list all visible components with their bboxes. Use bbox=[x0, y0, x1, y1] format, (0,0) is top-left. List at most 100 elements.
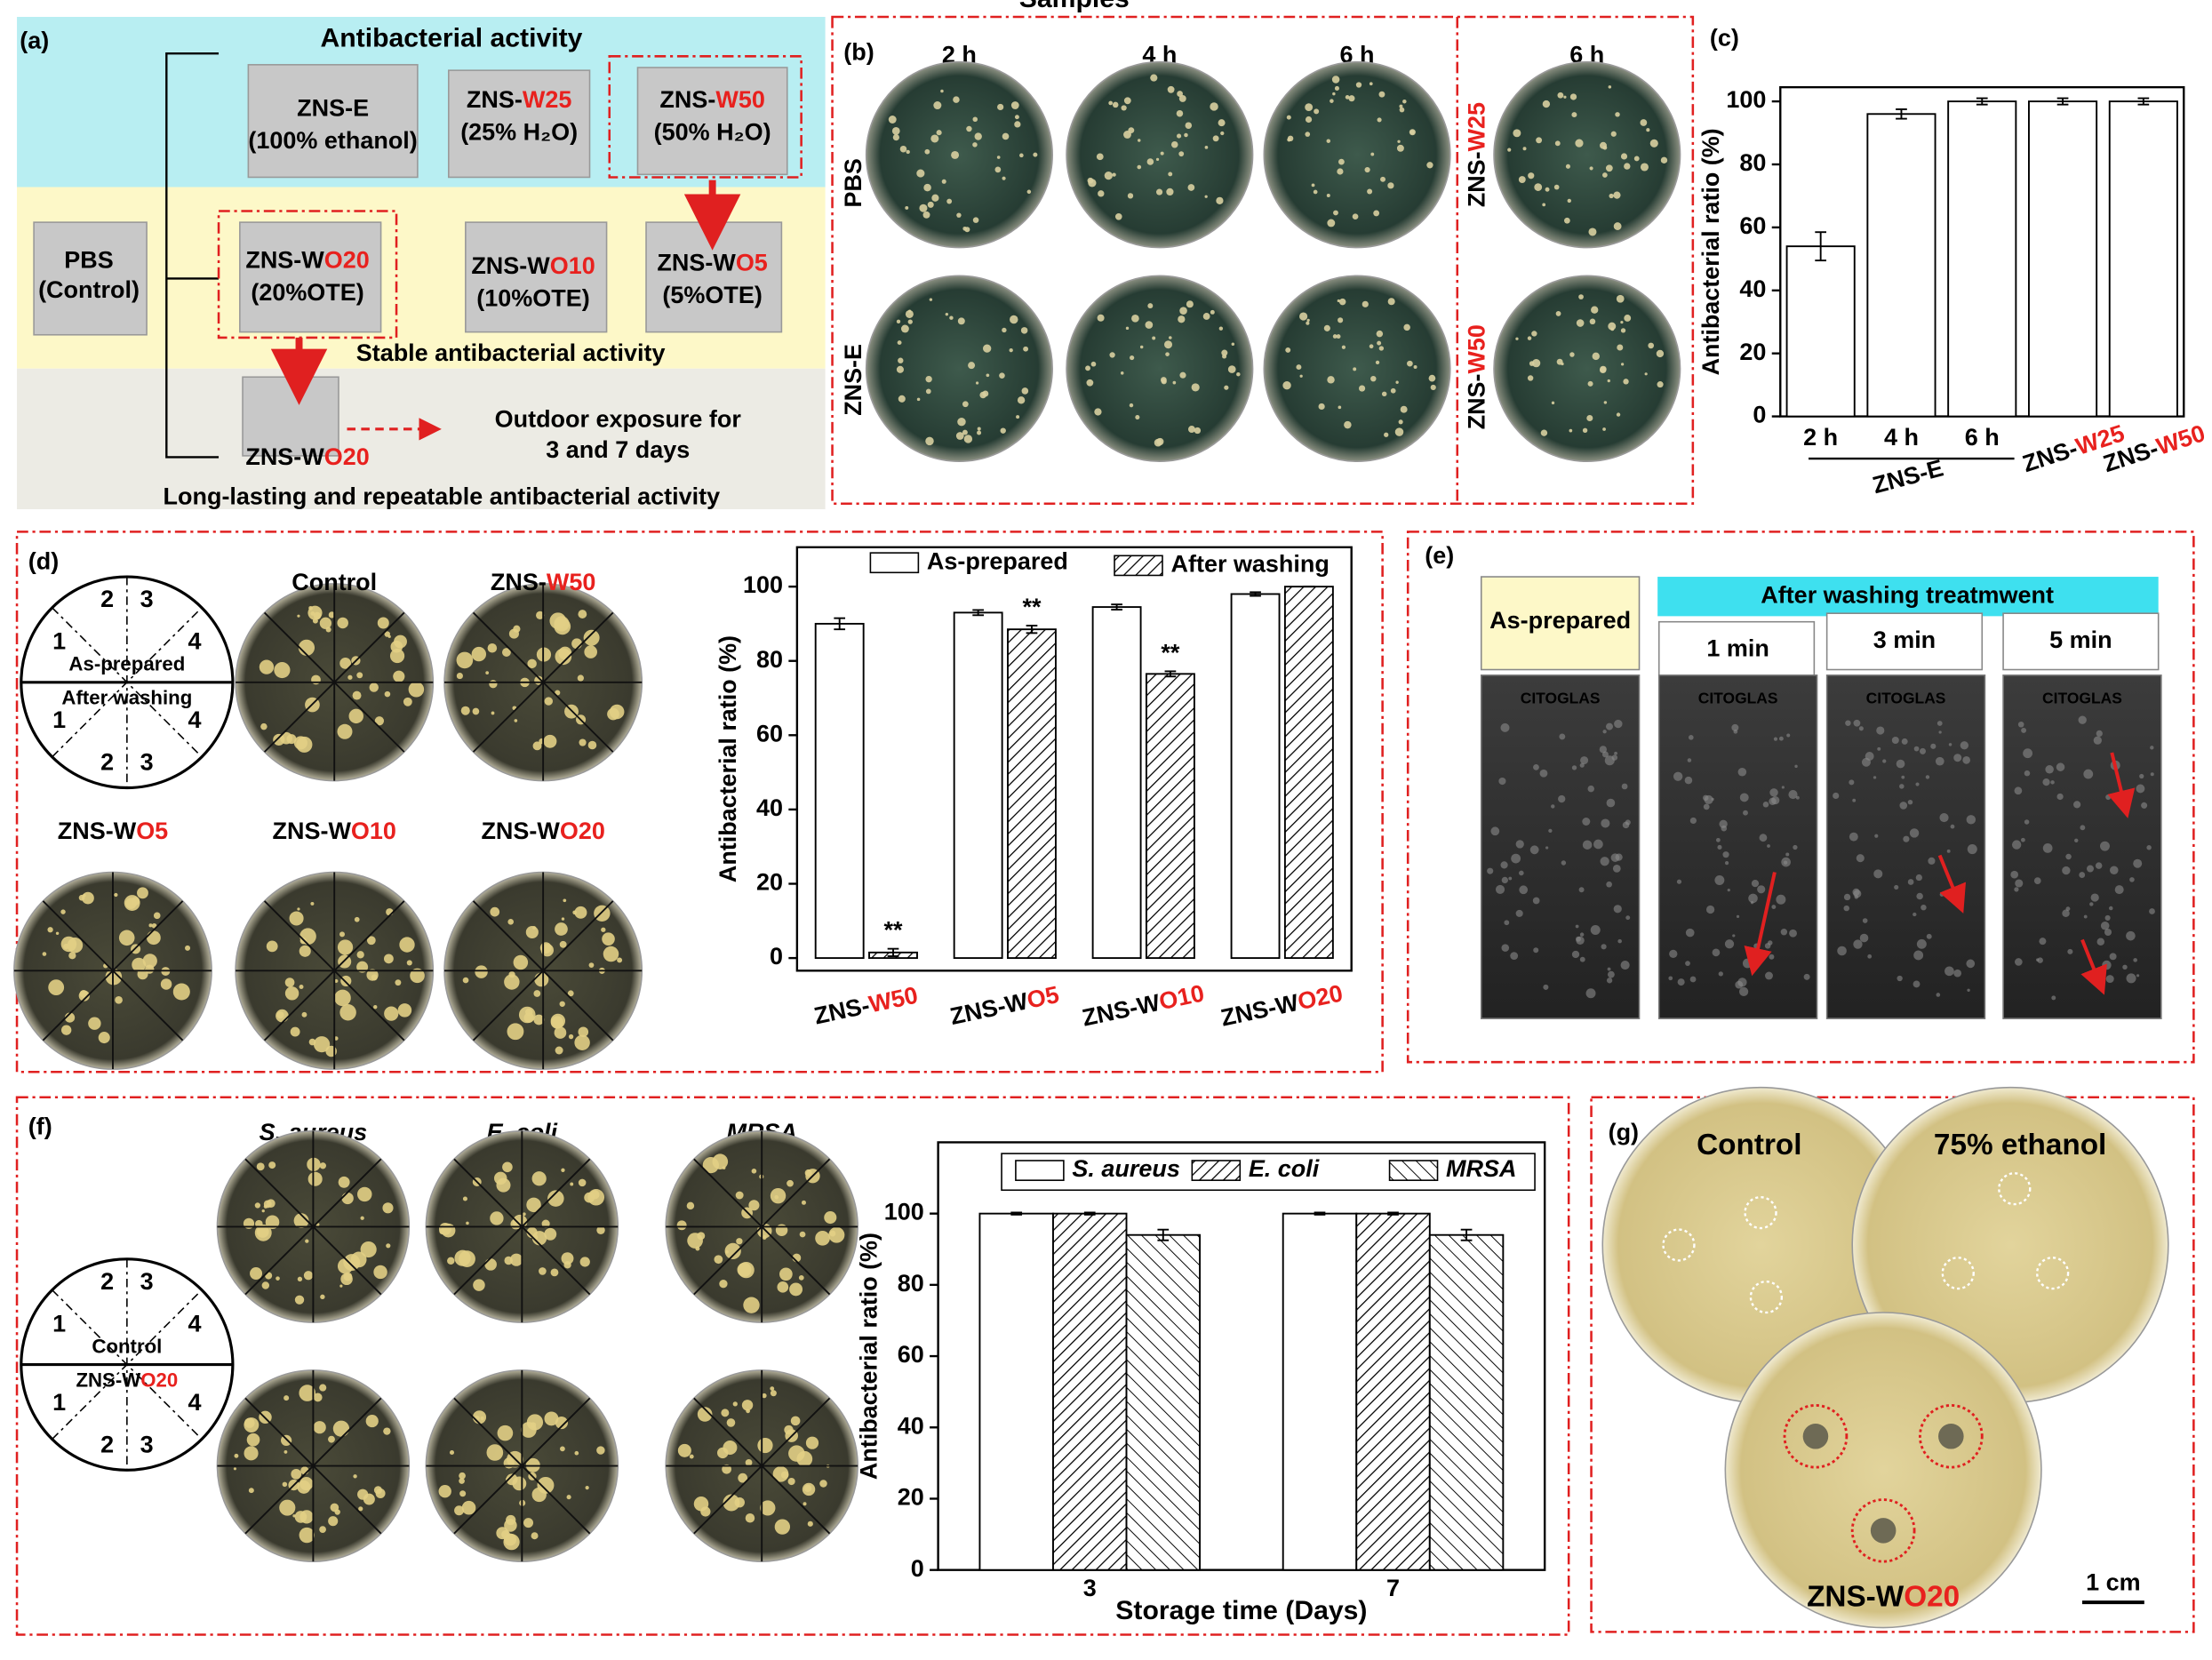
speck bbox=[1620, 960, 1630, 970]
colony bbox=[975, 381, 979, 385]
x-tick-label: 2 h bbox=[1803, 424, 1838, 451]
colony bbox=[461, 1500, 476, 1515]
colony bbox=[925, 388, 931, 395]
speck bbox=[2133, 858, 2143, 868]
arrow bbox=[2080, 938, 2107, 995]
speck bbox=[1783, 860, 1788, 865]
colony bbox=[293, 1213, 309, 1229]
colony bbox=[1137, 164, 1142, 170]
colony bbox=[118, 930, 135, 946]
colony bbox=[1551, 401, 1555, 405]
speck bbox=[1966, 815, 1976, 825]
colony bbox=[1185, 122, 1193, 129]
speck bbox=[1920, 747, 1926, 754]
speck bbox=[1715, 837, 1721, 842]
colony bbox=[1016, 415, 1020, 419]
speck bbox=[1862, 918, 1868, 923]
colony bbox=[369, 682, 379, 692]
colony bbox=[803, 1502, 807, 1506]
x-tick-label: 4 h bbox=[1884, 424, 1919, 451]
colony bbox=[527, 658, 537, 669]
speck bbox=[1853, 939, 1863, 949]
speck bbox=[1939, 812, 1949, 823]
arrow bbox=[1744, 872, 1777, 977]
colony bbox=[1286, 115, 1291, 120]
speck bbox=[1533, 763, 1539, 770]
colony bbox=[1620, 321, 1624, 324]
colony bbox=[334, 978, 339, 984]
colony bbox=[496, 1527, 509, 1540]
colony bbox=[1009, 347, 1013, 353]
colony bbox=[1002, 327, 1007, 333]
colony bbox=[438, 1485, 451, 1498]
speck bbox=[1953, 754, 1962, 762]
colony bbox=[898, 357, 904, 363]
colony bbox=[1394, 427, 1404, 436]
speck bbox=[1849, 779, 1855, 786]
colony bbox=[1305, 132, 1311, 137]
colony bbox=[700, 1506, 711, 1517]
colony bbox=[1330, 99, 1334, 103]
colony bbox=[1187, 426, 1195, 433]
speck bbox=[2074, 838, 2079, 842]
colony bbox=[1513, 129, 1521, 138]
slide bbox=[1480, 674, 1641, 1019]
sector-number: 2 bbox=[100, 1432, 114, 1458]
colony bbox=[395, 979, 402, 986]
speck bbox=[1785, 852, 1790, 857]
speck bbox=[1714, 875, 1725, 885]
colony bbox=[737, 1262, 752, 1277]
colony bbox=[571, 638, 583, 650]
colony bbox=[1212, 135, 1219, 142]
colony bbox=[1128, 127, 1135, 134]
label-part: O10 bbox=[1157, 980, 1207, 1016]
speck bbox=[1769, 797, 1777, 805]
speck bbox=[1853, 890, 1862, 898]
y-tick-label: 20 bbox=[1739, 339, 1766, 365]
colony bbox=[544, 697, 553, 706]
plate-title: ZNS-WO10 bbox=[273, 818, 396, 844]
sector-line bbox=[42, 900, 184, 1041]
colony bbox=[777, 1281, 789, 1293]
label-part: O20 bbox=[1904, 1580, 1960, 1613]
speck bbox=[1861, 757, 1871, 767]
colony bbox=[906, 149, 910, 155]
speck bbox=[1896, 759, 1905, 769]
colony bbox=[393, 670, 405, 682]
speck bbox=[1780, 929, 1788, 936]
colony bbox=[1620, 153, 1628, 160]
colony bbox=[1518, 176, 1526, 183]
speck bbox=[1676, 879, 1682, 884]
colony bbox=[1033, 152, 1038, 157]
colony bbox=[319, 617, 332, 629]
colony bbox=[310, 901, 315, 906]
colony bbox=[299, 1527, 315, 1544]
frame bbox=[1590, 1096, 2195, 1633]
speck bbox=[2021, 727, 2027, 733]
colony bbox=[1014, 115, 1019, 120]
colony bbox=[1592, 352, 1601, 361]
colony bbox=[687, 1233, 703, 1249]
colony bbox=[337, 723, 353, 739]
speck bbox=[1833, 792, 1840, 800]
speck bbox=[1739, 986, 1749, 996]
colony bbox=[751, 1169, 757, 1174]
colony bbox=[485, 671, 490, 674]
colony bbox=[1378, 91, 1385, 98]
speck bbox=[1899, 784, 1905, 789]
colony bbox=[550, 1268, 559, 1277]
speck bbox=[1938, 730, 1942, 734]
colony bbox=[1313, 189, 1318, 195]
speck bbox=[2079, 872, 2086, 878]
speck bbox=[2096, 730, 2103, 738]
colony bbox=[325, 626, 331, 633]
plate-title: Control bbox=[1697, 1129, 1801, 1161]
colony bbox=[1023, 346, 1029, 352]
colony bbox=[584, 645, 597, 658]
y-tick-label: 0 bbox=[770, 943, 783, 970]
colony bbox=[1367, 188, 1373, 195]
colony bbox=[1527, 375, 1534, 381]
bar bbox=[1283, 586, 1334, 960]
speck bbox=[1606, 798, 1616, 808]
colony bbox=[137, 887, 148, 899]
